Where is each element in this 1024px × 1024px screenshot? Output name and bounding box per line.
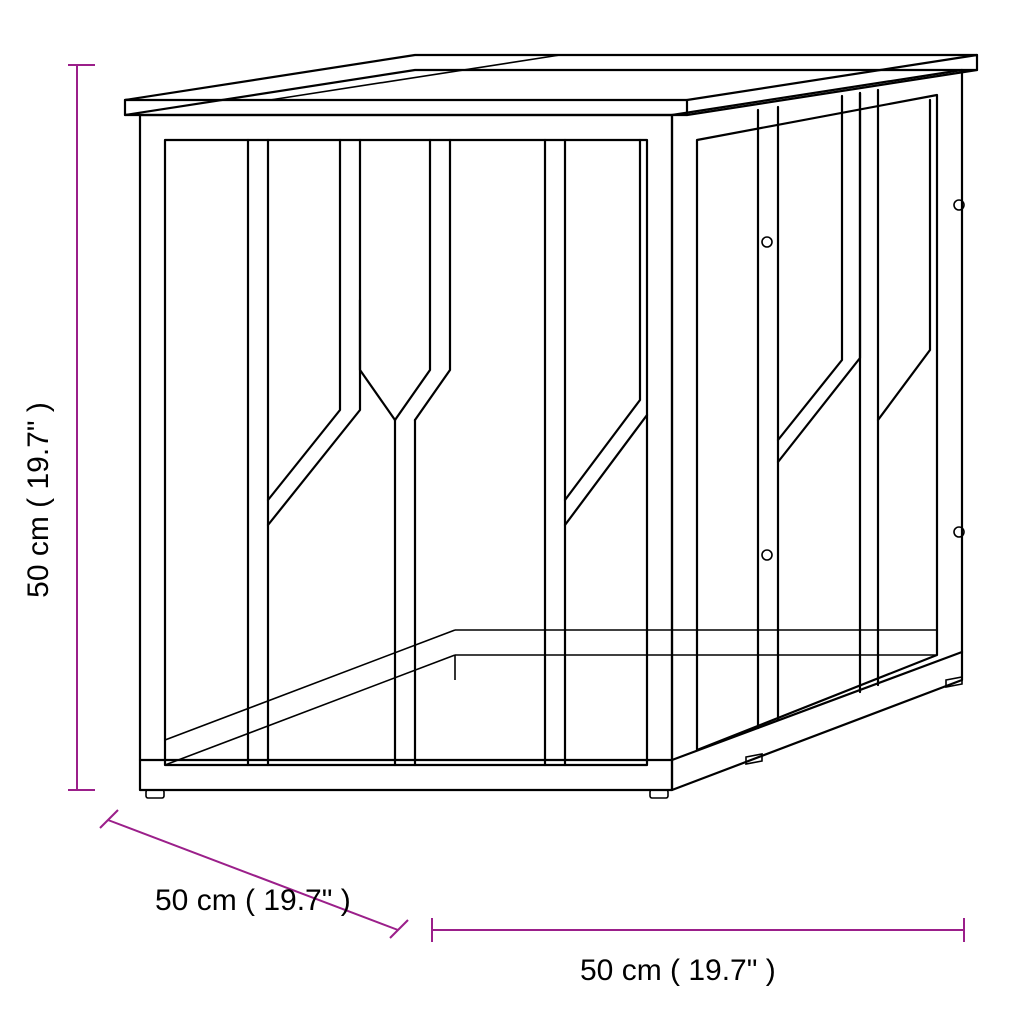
front-slats — [248, 140, 647, 765]
bolts — [762, 200, 964, 560]
side-slats — [758, 90, 930, 728]
dim-height: 50 cm ( 19.7" ) — [22, 65, 95, 790]
interior-floor — [165, 630, 937, 765]
dim-depth-label: 50 cm ( 19.7" ) — [155, 884, 351, 917]
side-frame — [672, 70, 962, 790]
top-slab — [125, 55, 977, 115]
dim-height-label: 50 cm ( 19.7" ) — [22, 402, 55, 598]
technical-drawing: 50 cm ( 19.7" ) 50 cm ( 19.7" ) 50 cm ( … — [0, 0, 1024, 1024]
front-frame — [140, 115, 672, 790]
cube-table-drawing — [125, 55, 977, 798]
dim-width-label: 50 cm ( 19.7" ) — [580, 954, 776, 987]
dim-width: 50 cm ( 19.7" ) — [432, 918, 964, 987]
dimension-lines: 50 cm ( 19.7" ) 50 cm ( 19.7" ) 50 cm ( … — [22, 65, 964, 987]
dim-depth: 50 cm ( 19.7" ) — [100, 810, 408, 938]
